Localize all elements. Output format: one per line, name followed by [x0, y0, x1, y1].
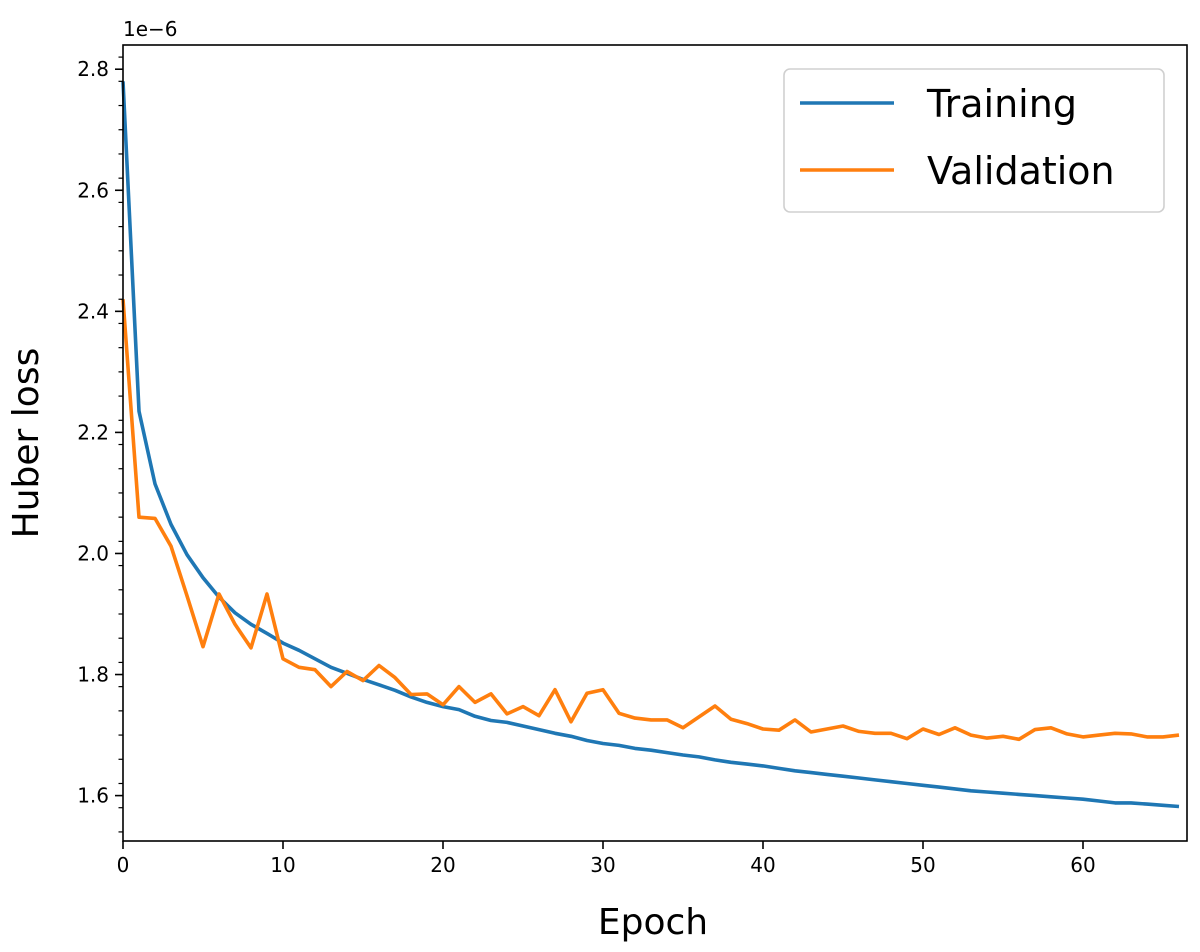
x-tick-label: 50	[910, 853, 935, 877]
y-axis: 1.6 1.8 2.0 2.2 2.4 2.6 2.8	[77, 56, 123, 833]
y-tick-label: 2.4	[77, 299, 109, 323]
series-line-validation	[121, 299, 1180, 742]
series-layer	[121, 81, 1180, 809]
x-tick-label: 20	[430, 853, 455, 877]
y-tick-label: 1.6	[77, 784, 109, 808]
legend: Training Validation	[783, 68, 1165, 213]
x-tick-label: 0	[117, 853, 130, 877]
y-axis-label: Huber loss	[6, 348, 47, 539]
x-axis-label: Epoch	[598, 902, 708, 943]
x-tick-label: 30	[590, 853, 615, 877]
x-axis: 0 10 20 30 40 50 60	[117, 841, 1096, 877]
y-tick-label: 1.8	[77, 663, 109, 687]
y-tick-label: 2.2	[77, 420, 109, 444]
plot-area	[121, 44, 1188, 842]
legend-label-validation: Validation	[927, 149, 1115, 193]
x-tick-label: 60	[1070, 853, 1095, 877]
y-tick-label: 2.6	[77, 178, 109, 202]
plot-frame	[122, 44, 1188, 842]
y-tick-label: 2.8	[77, 57, 109, 81]
x-tick-label: 10	[270, 853, 295, 877]
legend-label-training: Training	[926, 82, 1077, 126]
y-axis-offset-text: 1e−6	[123, 17, 178, 41]
series-line-training	[121, 81, 1180, 809]
x-tick-label: 40	[750, 853, 775, 877]
y-tick-label: 2.0	[77, 541, 109, 565]
